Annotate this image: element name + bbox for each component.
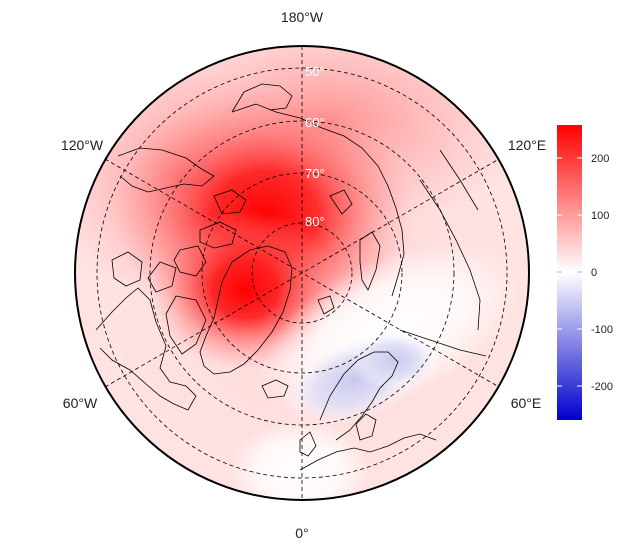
- novaya-zemlya: [359, 231, 381, 291]
- lon-label-120w: 120°W: [61, 137, 104, 153]
- lat-circle-80: [251, 222, 353, 324]
- canada-islands-4: [147, 261, 177, 293]
- coastlines: [95, 83, 487, 471]
- colorbar-tick-neg100: -100: [591, 324, 613, 336]
- chukotka: [231, 83, 293, 113]
- map-border: [74, 45, 530, 501]
- lat-label-60: 60°: [305, 115, 325, 130]
- colorbar-tick-200: 200: [591, 153, 609, 165]
- europe-coast: [299, 433, 437, 471]
- canada-islands-3: [213, 189, 247, 215]
- iceland: [261, 379, 289, 399]
- colorbar-tick-0: 0: [591, 267, 597, 279]
- alaska-coast: [117, 147, 215, 193]
- lon-label-180w: 180°W: [281, 9, 324, 25]
- colorbar-tick-100: 100: [591, 210, 609, 222]
- lon-label-60e: 60°E: [511, 395, 542, 411]
- north-america-coast: [95, 287, 197, 411]
- colorbar: 200 100 0 -100 -200: [557, 125, 613, 420]
- lat-label-50: 50°: [305, 64, 325, 79]
- lat-label-80: 80°: [305, 214, 325, 229]
- canada-islands-1: [199, 221, 237, 249]
- scandinavia-coast: [319, 351, 399, 441]
- colorbar-ticks-inner: [557, 157, 582, 387]
- lon-label-0: 0°: [295, 525, 308, 541]
- anomaly-field: [75, 46, 529, 500]
- siberia-coast: [231, 103, 405, 297]
- baltic: [355, 413, 377, 441]
- meridian-60w-120e: [104, 158, 500, 388]
- graticule: [96, 46, 508, 500]
- lon-label-60w: 60°W: [63, 395, 98, 411]
- lat-label-70: 70°: [305, 166, 325, 181]
- asia-border: [419, 179, 481, 331]
- svalbard: [317, 295, 335, 315]
- hudson-bay: [111, 251, 143, 287]
- asia-border-2: [399, 329, 487, 357]
- canada-islands-2: [173, 245, 207, 277]
- lat-circle-50: [96, 67, 508, 479]
- uk-ireland: [299, 431, 317, 457]
- lon-label-120e: 120°E: [508, 137, 546, 153]
- colorbar-tick-neg200: -200: [591, 381, 613, 393]
- greenland-coast: [199, 245, 293, 375]
- severnaya-zemlya: [329, 189, 353, 215]
- baffin-island: [165, 295, 207, 355]
- asia-border-3: [439, 149, 479, 211]
